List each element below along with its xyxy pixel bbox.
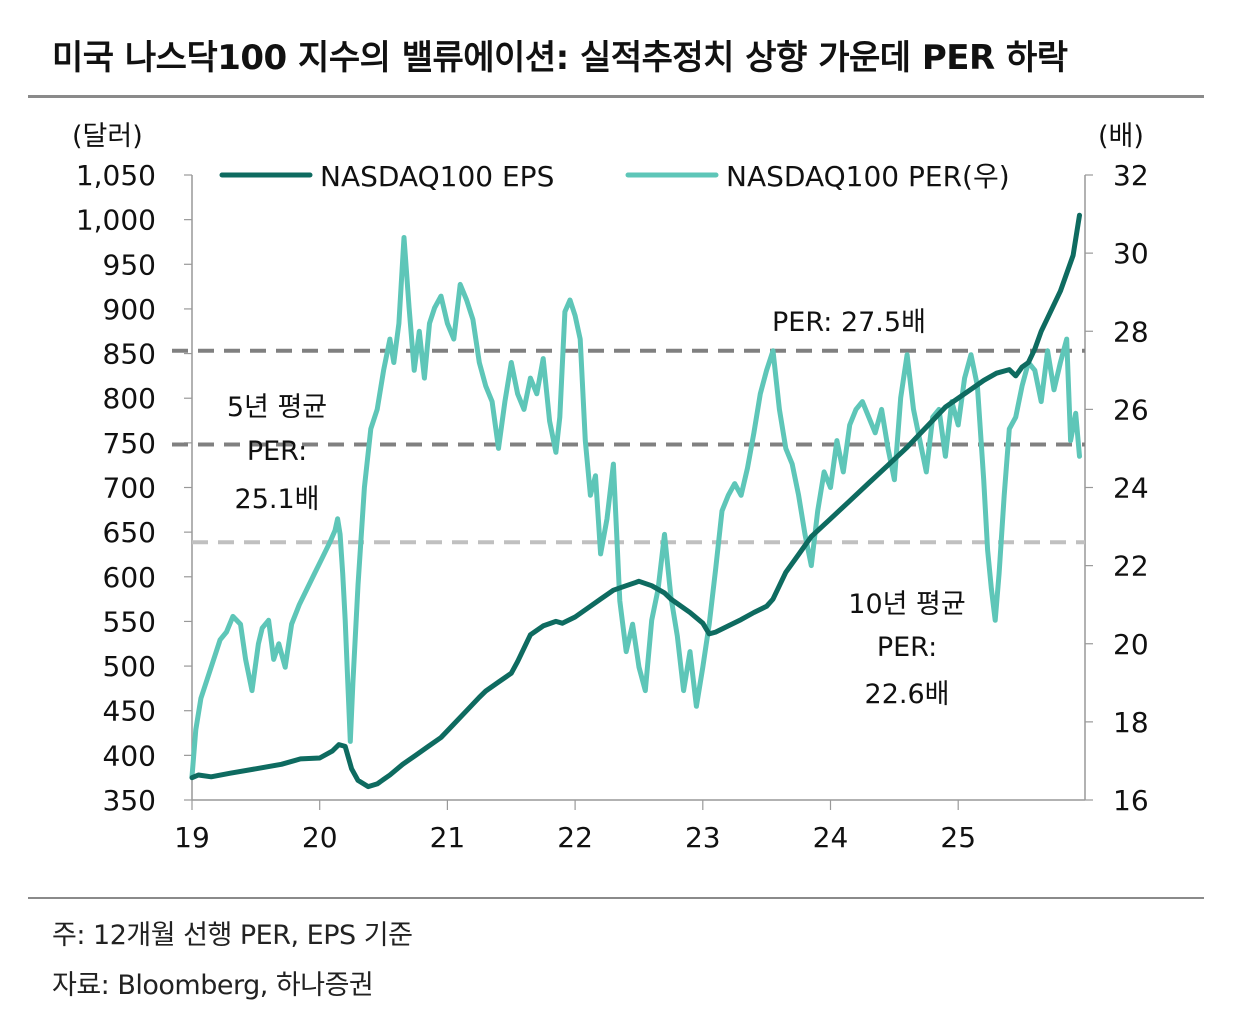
y-right-tick-label: 24: [1113, 472, 1149, 505]
x-tick-label: 23: [685, 821, 721, 854]
y-right-tick-label: 32: [1113, 159, 1149, 192]
y-right-tick-label: 28: [1113, 315, 1149, 348]
y-right-tick-label: 18: [1113, 706, 1149, 739]
per-line: [189, 235, 1082, 780]
y-left-tick-label: 900: [103, 293, 156, 326]
y-left-tick-label: 700: [103, 472, 156, 505]
y-left-unit-label: (달러): [72, 121, 143, 152]
y-left-tick-label: 450: [103, 695, 156, 728]
y-left-tick-label: 350: [103, 784, 156, 817]
annotation-5yr-avg: 5년 평균 PER: 25.1배: [227, 392, 327, 515]
y-left-tick-label: 850: [103, 338, 156, 371]
y-right-tick-label: 20: [1113, 628, 1149, 661]
x-tick-label: 19: [174, 821, 210, 854]
x-tick-label: 25: [940, 821, 976, 854]
y-left-tick-label: 550: [103, 605, 156, 638]
annotation-5yr-line1: 5년 평균: [227, 392, 327, 423]
axes: 1,050 1,000 950 900 850 800 750 700 650 600 550 500…: [76, 159, 1149, 854]
y-left-tick-label: 600: [103, 561, 156, 594]
annotation-10yr-avg: 10년 평균 PER: 22.6배: [848, 589, 965, 710]
annotation-5yr-line3: 25.1배: [235, 484, 320, 515]
reference-lines: [172, 348, 1085, 545]
y-left-tick-label: 750: [103, 427, 156, 460]
annotation-per-current: PER: 27.5배: [772, 307, 926, 338]
y-right-tick-label: 26: [1113, 393, 1149, 426]
y-left-tick-label: 950: [103, 248, 156, 281]
y-left-tick-label: 1,050: [76, 159, 156, 192]
annotation-10yr-line1: 10년 평균: [848, 589, 965, 620]
series-group: [189, 212, 1082, 790]
footnote: 주: 12개월 선행 PER, EPS 기준: [52, 920, 413, 951]
y-left-tick-label: 650: [103, 516, 156, 549]
source-note: 자료: Bloomberg, 하나증권: [52, 970, 374, 1001]
footer-divider: [28, 897, 1204, 899]
y-left-tick-label: 1,000: [76, 204, 156, 237]
legend: NASDAQ100 EPS NASDAQ100 PER(우): [219, 160, 1010, 193]
x-tick-label: 22: [557, 821, 593, 854]
y-left-tick-label: 400: [103, 739, 156, 772]
y-left-tick-label: 500: [103, 650, 156, 683]
x-tick-label: 24: [813, 821, 849, 854]
title-divider: [28, 95, 1204, 98]
annotation-5yr-line2: PER:: [247, 436, 307, 467]
eps-line: [189, 212, 1082, 790]
annotation-10yr-line3: 22.6배: [865, 679, 950, 710]
x-tick-label: 20: [302, 821, 338, 854]
chart: 1,050 1,000 950 900 850 800 750 700 650 600 550 500…: [72, 121, 1149, 854]
legend-eps-label: NASDAQ100 EPS: [320, 160, 554, 193]
x-tick-label: 21: [430, 821, 466, 854]
legend-per-label: NASDAQ100 PER(우): [726, 160, 1010, 193]
y-right-tick-label: 22: [1113, 550, 1149, 583]
y-right-tick-label: 30: [1113, 237, 1149, 270]
y-left-tick-label: 800: [103, 382, 156, 415]
y-right-tick-label: 16: [1113, 784, 1149, 817]
chart-title: 미국 나스닥100 지수의 밸류에이션: 실적추정치 상향 가운데 PER 하락: [52, 38, 1068, 78]
annotation-10yr-line2: PER:: [877, 632, 937, 663]
y-right-unit-label: (배): [1098, 121, 1144, 152]
